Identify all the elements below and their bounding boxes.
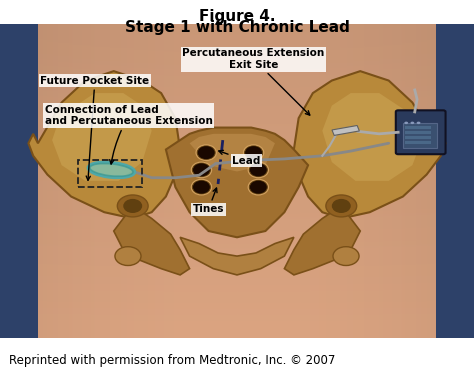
Text: Figure 4.: Figure 4. (199, 9, 275, 24)
Text: Connection of Lead
and Percutaneous Extension: Connection of Lead and Percutaneous Exte… (45, 105, 213, 164)
Polygon shape (322, 93, 422, 181)
Bar (332, 125, 359, 135)
Bar (403, 123, 437, 148)
Ellipse shape (115, 247, 141, 266)
FancyBboxPatch shape (396, 110, 446, 154)
Ellipse shape (249, 163, 267, 177)
Bar (405, 137, 431, 139)
Polygon shape (114, 206, 190, 275)
Ellipse shape (117, 195, 148, 217)
Ellipse shape (249, 180, 267, 194)
Ellipse shape (123, 199, 142, 213)
Polygon shape (28, 71, 180, 219)
Text: Percutaneous Extension
Exit Site: Percutaneous Extension Exit Site (182, 48, 325, 115)
Ellipse shape (326, 195, 356, 217)
Ellipse shape (197, 145, 215, 160)
Ellipse shape (192, 163, 210, 177)
Polygon shape (180, 237, 294, 275)
Ellipse shape (192, 180, 210, 194)
Text: Reprinted with permission from Medtronic, Inc. © 2007: Reprinted with permission from Medtronic… (9, 354, 336, 367)
Ellipse shape (332, 199, 351, 213)
Bar (405, 131, 431, 134)
Text: Tines: Tines (193, 188, 224, 214)
Bar (78, 161, 142, 187)
Polygon shape (190, 134, 275, 171)
Polygon shape (52, 93, 152, 181)
Ellipse shape (417, 122, 420, 124)
Ellipse shape (90, 164, 133, 176)
Polygon shape (166, 128, 308, 237)
Ellipse shape (333, 247, 359, 266)
Polygon shape (294, 71, 446, 219)
Ellipse shape (404, 122, 408, 124)
Bar (405, 126, 431, 129)
Text: Stage 1 with Chronic Lead: Stage 1 with Chronic Lead (125, 20, 349, 35)
Bar (405, 141, 431, 144)
Ellipse shape (410, 122, 414, 124)
Text: Future Pocket Site: Future Pocket Site (40, 76, 149, 180)
Polygon shape (284, 206, 360, 275)
Ellipse shape (245, 145, 263, 160)
Text: Lead: Lead (219, 150, 261, 165)
